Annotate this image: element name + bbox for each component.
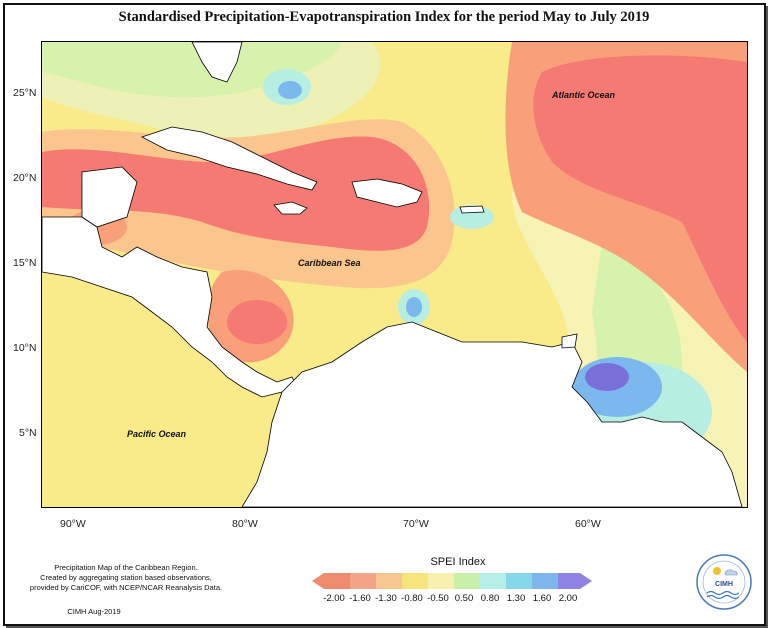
note-line-2: Created by aggregating station based obs… [40, 573, 212, 582]
legend-label-3: -0.80 [401, 593, 423, 604]
lon-tick-70w: 70°W [403, 518, 429, 530]
legend-bin-9 [558, 573, 580, 589]
legend-bin-4 [428, 573, 454, 589]
lat-tick-20n: 20°N [13, 172, 37, 184]
logo-text: CIMH [715, 581, 733, 588]
legend-label-4: -0.50 [427, 593, 449, 604]
legend-bin-0 [324, 573, 350, 589]
jamaica-land [273, 201, 308, 215]
atlantic-ocean-label: Atlantic Ocean [551, 90, 616, 100]
figure-frame [3, 3, 766, 626]
caribbean-sea-label: Caribbean Sea [298, 258, 361, 268]
cloud-icon [724, 569, 738, 576]
pacific-ocean-label: Pacific Ocean [127, 429, 187, 439]
central-america-land [42, 216, 298, 398]
legend-title: SPEI Index [430, 556, 486, 568]
spei-map: Atlantic Ocean Caribbean Sea Pacific Oce… [41, 41, 748, 508]
legend-label-2: -1.30 [375, 593, 397, 604]
legend-colorbar [312, 573, 592, 589]
legend-arrow-right [580, 573, 592, 589]
cimh-logo: CIMH [696, 554, 752, 610]
legend-bin-2 [376, 573, 402, 589]
legend-bin-8 [532, 573, 558, 589]
legend-arrow-left [312, 573, 324, 589]
trinidad-land [561, 333, 578, 349]
hispaniola-land [351, 178, 423, 208]
legend-bin-7 [506, 573, 532, 589]
legend-label-1: -1.60 [349, 593, 371, 604]
lat-tick-25n: 25°N [13, 87, 37, 99]
extremely-wet-zone-orinoco [585, 363, 629, 391]
legend-label-8: 1.60 [532, 593, 552, 604]
yucatan-land [81, 166, 138, 228]
very-dry-zone-caribbean [42, 136, 430, 251]
puerto-rico-land [459, 205, 485, 214]
legend-label-0: -2.00 [323, 593, 345, 604]
legend-bin-6 [480, 573, 506, 589]
lat-tick-10n: 10°N [13, 342, 37, 354]
lon-tick-80w: 80°W [232, 518, 258, 530]
legend-label-6: 0.80 [480, 593, 500, 604]
legend-label-9: 2.00 [558, 593, 578, 604]
wave-icon [706, 590, 740, 600]
legend-bin-3 [402, 573, 428, 589]
lat-tick-5n: 5°N [19, 427, 37, 439]
note-line-3: provided by CariCOF, with NCEP/NCAR Rean… [29, 583, 223, 592]
map-title: Standardised Precipitation-Evapotranspir… [118, 9, 650, 25]
cuba-land [140, 126, 318, 191]
legend-bin-5 [454, 573, 480, 589]
legend-bin-1 [350, 573, 376, 589]
wet-spot-bahamas-core [278, 81, 302, 99]
lon-tick-90w: 90°W [60, 518, 86, 530]
legend-label-5: 0.50 [454, 593, 474, 604]
sun-icon [713, 567, 721, 575]
florida-land [191, 42, 243, 83]
lon-tick-60w: 60°W [575, 518, 601, 530]
legend-label-7: 1.30 [506, 593, 526, 604]
lat-tick-15n: 15°N [13, 257, 37, 269]
south-america-land [241, 321, 743, 507]
very-dry-zone-atlantic [533, 55, 747, 342]
credit-line: CIMH Aug-2019 [67, 607, 121, 616]
very-dry-zone-south [227, 300, 287, 344]
note-line-1: Precipitation Map of the Caribbean Regio… [54, 563, 198, 572]
very-wet-spot-venezuela [406, 297, 422, 317]
